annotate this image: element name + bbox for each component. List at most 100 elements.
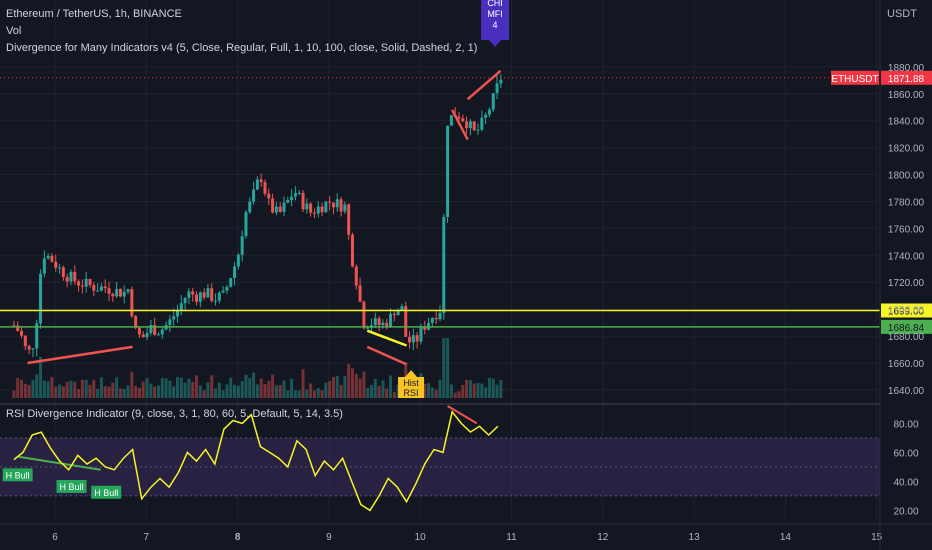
volume-bar — [217, 382, 221, 398]
volume-bar — [495, 384, 499, 398]
candle-body — [430, 317, 434, 323]
price-divergence-line — [366, 329, 407, 347]
time-tick-label: 11 — [506, 532, 517, 543]
candle-body — [156, 334, 160, 336]
volume-bar — [145, 378, 149, 398]
time-tick-label: 9 — [326, 532, 332, 543]
rsi-legend[interactable]: RSI Divergence Indicator (9, close, 3, 1… — [6, 408, 343, 420]
divergence-label-box — [481, 0, 510, 40]
volume-bar — [286, 390, 290, 398]
candle-body — [153, 325, 157, 335]
volume-bar — [354, 373, 358, 398]
h-bull-badge — [56, 479, 87, 493]
last-price-label: 1871.88 — [888, 74, 925, 85]
volume-bar — [172, 386, 176, 398]
volume-bar — [198, 385, 202, 398]
volume-bar — [434, 389, 438, 398]
chart-title[interactable]: Ethereum / TetherUS, 1h, BINANCE — [6, 8, 182, 20]
volume-bar — [175, 377, 179, 398]
candle-body — [99, 286, 103, 291]
candle-body — [358, 285, 362, 302]
candle-body — [309, 203, 313, 213]
rsi-series[interactable] — [13, 410, 499, 512]
volume-bar — [202, 390, 206, 398]
volume-bar — [206, 382, 210, 398]
volume-bar — [427, 383, 431, 398]
volume-bar — [499, 380, 503, 398]
volume-bar — [480, 383, 484, 398]
price-tick-label: 1820.00 — [888, 144, 925, 155]
volume-bar — [20, 379, 24, 398]
volume-bar — [430, 387, 434, 398]
candle-body — [328, 201, 332, 203]
rsi-line — [13, 410, 499, 512]
candle-body — [12, 325, 16, 327]
hist-label-text: RSI — [404, 388, 419, 398]
volume-bar — [446, 338, 450, 398]
candle-body — [286, 199, 290, 203]
candle-body — [400, 306, 404, 311]
candle-body — [50, 255, 54, 262]
volume-bar — [77, 389, 81, 398]
volume-bar — [373, 378, 377, 398]
candle-body — [179, 303, 183, 311]
candle-body — [484, 114, 488, 118]
candle-body — [118, 288, 122, 297]
volume-legend[interactable]: Vol — [6, 25, 22, 37]
time-tick-label: 14 — [780, 532, 792, 543]
volume-bar — [50, 377, 54, 398]
candle-body — [58, 267, 62, 269]
volume-bar — [92, 379, 96, 398]
candle-body — [335, 199, 339, 208]
horizontal-levels[interactable]: 1699.00 1686.84 ETHUSDT 1871.88 — [0, 70, 932, 334]
volume-bar — [476, 382, 480, 398]
candle-body — [202, 292, 206, 298]
volume-bar — [88, 384, 92, 398]
rsi-divergence-line — [18, 455, 101, 471]
candle-body — [487, 109, 491, 115]
volume-bar — [282, 380, 286, 398]
candle-body — [134, 316, 138, 328]
candle-body — [236, 254, 240, 267]
candle-body — [137, 327, 141, 335]
volume-bar — [31, 379, 35, 398]
volume-bar — [252, 372, 256, 398]
volume-bar — [309, 383, 313, 398]
volume-bar — [381, 380, 385, 398]
candle-body — [35, 323, 39, 349]
candle-body — [27, 346, 31, 350]
divergence-label-pointer — [489, 40, 502, 47]
volume-bars — [12, 338, 503, 398]
candle-body — [499, 79, 503, 84]
volume-bar — [271, 374, 275, 398]
volume-bar — [248, 378, 252, 398]
price-level-label: 1699.00 — [888, 307, 925, 318]
volume-bar — [35, 374, 39, 398]
divergence-legend[interactable]: Divergence for Many Indicators v4 (5, Cl… — [6, 42, 478, 54]
candle-body — [408, 336, 412, 343]
candle-body — [122, 291, 126, 297]
divergence-lines — [18, 69, 502, 471]
candle-body — [69, 272, 73, 282]
candle-body — [240, 236, 244, 255]
price-level-badge — [881, 303, 932, 318]
candle-body — [244, 212, 248, 237]
volume-bar — [335, 375, 339, 398]
volume-bar — [160, 377, 164, 398]
candle-body — [282, 202, 286, 212]
volume-bar — [84, 379, 88, 398]
volume-bar — [195, 375, 199, 398]
candle-body — [274, 206, 278, 213]
price-tick-label: 1780.00 — [888, 197, 925, 208]
candle-body — [476, 129, 480, 131]
volume-bar — [449, 384, 453, 398]
volume-bar — [274, 385, 278, 398]
candle-body — [468, 121, 472, 129]
candle-body — [434, 317, 438, 320]
volume-bar — [468, 380, 472, 398]
candle-body — [96, 290, 100, 292]
price-tick-label: 1700.00 — [888, 305, 925, 316]
volume-bar — [73, 381, 77, 398]
volume-bar — [305, 389, 309, 398]
